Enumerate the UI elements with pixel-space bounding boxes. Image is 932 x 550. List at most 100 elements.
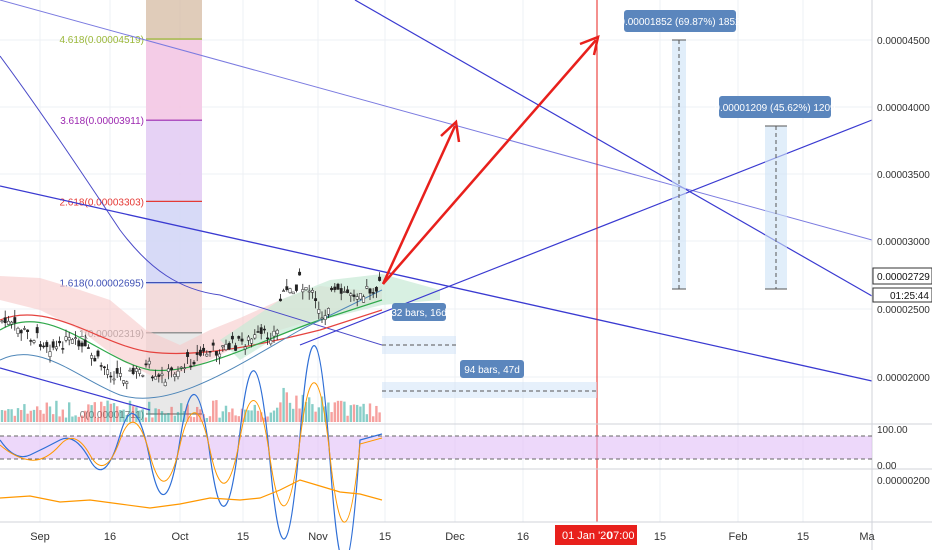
volume-bar bbox=[269, 412, 272, 422]
price-axis[interactable]: 0.00004500 0.00004000 0.00003500 0.00003… bbox=[872, 36, 932, 487]
candle-body bbox=[234, 345, 238, 351]
candle-body bbox=[362, 296, 366, 303]
candle-body bbox=[141, 375, 145, 377]
candle-body bbox=[67, 337, 71, 341]
time-tick: 15 bbox=[379, 531, 391, 543]
candle-body bbox=[237, 336, 241, 339]
volume-bar bbox=[112, 403, 116, 422]
volume-bar bbox=[189, 416, 192, 422]
measure-label-2-text: 0.00001209 (45.62%) 1209 bbox=[714, 103, 836, 114]
volume-bar bbox=[151, 417, 154, 422]
candle-body bbox=[326, 308, 330, 315]
volume-bar bbox=[237, 416, 240, 422]
volume-bar bbox=[282, 387, 285, 422]
volume-bar bbox=[375, 405, 378, 422]
volume-bar bbox=[215, 400, 218, 422]
candle-body bbox=[16, 327, 20, 334]
volume-bar bbox=[42, 413, 45, 422]
volume-bar bbox=[266, 416, 269, 422]
candle-body bbox=[266, 337, 270, 340]
volume-bar bbox=[29, 410, 32, 422]
volume-bar bbox=[100, 401, 103, 422]
volume-bar bbox=[58, 416, 61, 422]
range-label-1-text: 32 bars, 16d bbox=[391, 308, 447, 319]
candle-body bbox=[314, 298, 318, 302]
candle-body bbox=[3, 317, 7, 323]
candle-body bbox=[134, 368, 138, 372]
volume-bar bbox=[13, 415, 16, 422]
candle-body bbox=[339, 288, 343, 294]
time-tick: Nov bbox=[308, 531, 328, 543]
volume-bar bbox=[333, 402, 336, 422]
candle-body bbox=[352, 294, 356, 297]
current-price: 0.00002729 bbox=[877, 272, 930, 283]
price-tick: 0.00004500 bbox=[877, 36, 930, 47]
candle-body bbox=[246, 336, 250, 341]
volume-bar bbox=[180, 403, 183, 422]
volume-bar bbox=[154, 408, 157, 422]
candle-body bbox=[198, 349, 202, 356]
volume-bar bbox=[39, 410, 42, 422]
range-label-2: 94 bars, 47d bbox=[460, 360, 524, 378]
candle-body bbox=[291, 291, 295, 295]
candle-body bbox=[64, 336, 68, 341]
candle-body bbox=[118, 373, 122, 377]
candle-body bbox=[192, 361, 196, 365]
candle-body bbox=[310, 290, 314, 293]
candle-body bbox=[365, 286, 369, 289]
range-label-1: 32 bars, 16d bbox=[391, 303, 447, 321]
candle-body bbox=[45, 342, 49, 348]
volume-bar bbox=[349, 405, 352, 422]
candle-body bbox=[272, 330, 276, 337]
candle-body bbox=[51, 341, 55, 348]
volume-bar bbox=[330, 412, 333, 422]
volume-bar bbox=[250, 410, 253, 422]
measure-label-2: 0.00001209 (45.62%) 1209 bbox=[714, 96, 836, 118]
candle-body bbox=[346, 289, 350, 294]
candle-body bbox=[317, 309, 321, 314]
fib-label: 1.618(0.00002695) bbox=[59, 279, 144, 290]
price-tick: 0.00002500 bbox=[877, 305, 930, 316]
candle-body bbox=[109, 375, 113, 378]
volume-bar bbox=[148, 401, 151, 422]
candle-body bbox=[275, 329, 279, 334]
candle-body bbox=[221, 345, 225, 348]
candle-body bbox=[307, 290, 311, 293]
volume-bar bbox=[365, 414, 368, 422]
volume-bar bbox=[362, 403, 365, 422]
volume-bar bbox=[106, 400, 109, 422]
volume-bar bbox=[170, 406, 173, 422]
candle-body bbox=[125, 381, 129, 384]
candle-body bbox=[13, 317, 17, 324]
volume-bar bbox=[205, 417, 208, 422]
candle-body bbox=[48, 351, 52, 357]
volume-bar bbox=[122, 409, 125, 422]
volume-bar bbox=[135, 407, 138, 422]
candle-body bbox=[202, 347, 206, 352]
volume-bar bbox=[304, 402, 308, 422]
candle-body bbox=[128, 369, 132, 372]
candle-body bbox=[106, 369, 110, 375]
time-axis[interactable]: Sep 16 Oct 15 Nov 15 Dec 16 01 Jan '20 0… bbox=[30, 525, 876, 545]
candlesticks bbox=[0, 268, 382, 390]
volume-bar bbox=[48, 406, 52, 422]
volume-bar bbox=[96, 417, 100, 422]
candle-body bbox=[122, 380, 126, 384]
stoch-pane bbox=[0, 345, 872, 550]
candle-body bbox=[70, 339, 74, 344]
volume-bar bbox=[64, 417, 68, 422]
candle-body bbox=[320, 317, 324, 320]
volume-bar bbox=[346, 415, 349, 422]
candle-body bbox=[214, 351, 218, 356]
candle-body bbox=[54, 346, 58, 350]
candle-body bbox=[282, 290, 286, 292]
volume-bar bbox=[253, 404, 256, 422]
time-tick: Dec bbox=[445, 531, 465, 543]
candle-body bbox=[42, 345, 46, 348]
volume-bar bbox=[68, 402, 71, 422]
volume-bar bbox=[128, 400, 132, 422]
volume-bar bbox=[32, 409, 36, 422]
time-tick: Feb bbox=[729, 531, 748, 543]
candle-body bbox=[208, 351, 212, 353]
